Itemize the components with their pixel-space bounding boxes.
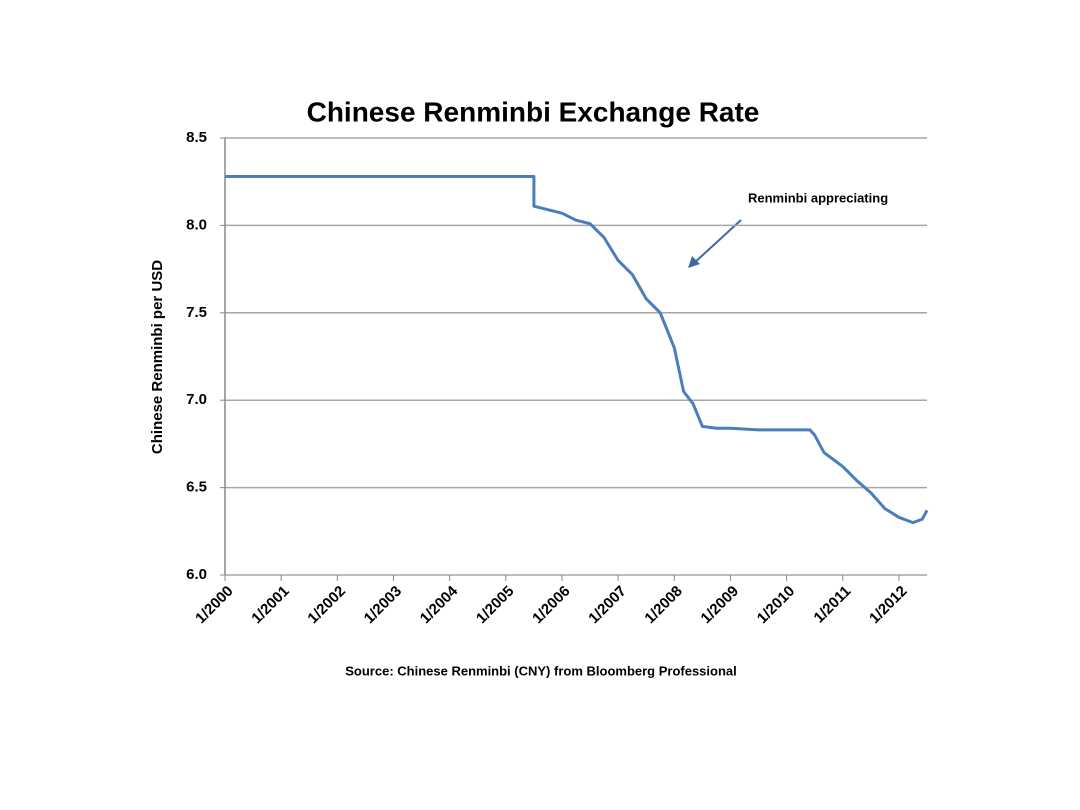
y-tick-label: 7.0 xyxy=(186,391,207,408)
x-tick-label: 1/2003 xyxy=(361,583,405,627)
x-tick-label: 1/2011 xyxy=(811,583,855,627)
x-tick-label: 1/2001 xyxy=(248,583,292,627)
y-tick-label: 6.5 xyxy=(186,479,207,496)
x-tick-label: 1/2005 xyxy=(473,583,517,627)
y-tick-label: 7.5 xyxy=(186,304,207,321)
x-tick-label: 1/2012 xyxy=(866,583,910,627)
x-tick-label: 1/2008 xyxy=(641,583,685,627)
x-tick-label: 1/2006 xyxy=(529,583,573,627)
x-tick-label: 1/2009 xyxy=(698,583,742,627)
y-tick-label: 6.0 xyxy=(186,566,207,583)
arrow-head xyxy=(688,256,700,268)
x-tick-label: 1/2010 xyxy=(754,583,798,627)
chart-title: Chinese Renminbi Exchange Rate xyxy=(307,96,760,127)
y-tick-label: 8.0 xyxy=(186,216,207,233)
x-tick-label: 1/2002 xyxy=(304,583,348,627)
y-tick-label: 8.5 xyxy=(186,129,207,146)
x-tick-label: 1/2000 xyxy=(192,583,236,627)
annotation: Renminbi appreciating xyxy=(748,190,888,205)
x-tick-label: 1/2004 xyxy=(417,582,462,627)
annotation-arrow xyxy=(692,219,742,265)
source-note: Source: Chinese Renminbi (CNY) from Bloo… xyxy=(345,663,737,678)
data-line xyxy=(225,175,929,525)
x-tick-label: 1/2007 xyxy=(585,583,629,627)
y-axis-label: Chinese Renminbi per USD xyxy=(149,260,166,454)
